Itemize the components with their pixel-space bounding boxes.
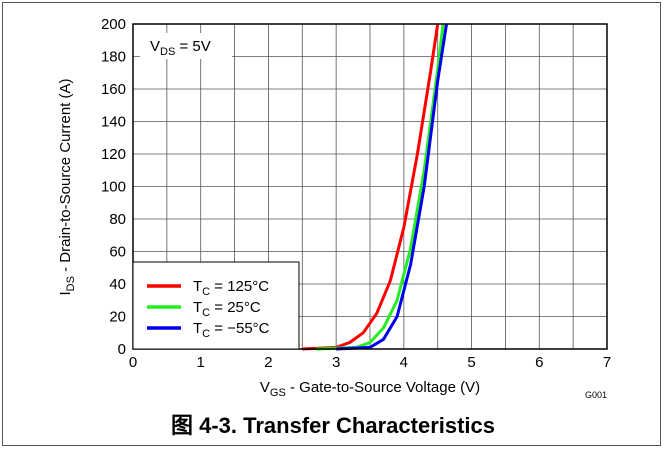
y-tick-label: 60 — [109, 244, 126, 261]
x-tick-label: 0 — [129, 354, 137, 371]
annotation-background — [140, 33, 232, 59]
y-axis-title: IDS - Drain-to-Source Current (A) — [57, 78, 77, 295]
y-tick-label: 120 — [101, 146, 126, 163]
x-tick-label: 3 — [332, 354, 340, 371]
series-line-0 — [302, 23, 440, 351]
x-tick-label: 7 — [603, 354, 611, 371]
x-axis-title: VGS - Gate-to-Source Voltage (V) — [260, 379, 480, 399]
y-tick-label: 200 — [101, 16, 126, 33]
figure-id-label: G001 — [585, 390, 607, 400]
x-tick-label: 6 — [535, 354, 543, 371]
x-tick-label: 2 — [264, 354, 272, 371]
series-line-2 — [336, 23, 448, 351]
legend-label-1: TC = 25°C — [193, 299, 261, 319]
plot-area-border — [132, 23, 608, 350]
figure-frame — [2, 2, 661, 446]
series-line-1 — [315, 23, 445, 351]
x-tick-label: 5 — [467, 354, 475, 371]
y-tick-label: 140 — [101, 114, 126, 131]
y-tick-label: 160 — [101, 81, 126, 98]
legend-label-2: TC = −55°C — [193, 320, 270, 340]
x-tick-labels: 0 1 2 3 4 5 6 7 — [129, 354, 611, 371]
y-tick-label: 100 — [101, 179, 126, 196]
series-lines — [302, 23, 448, 351]
figure-caption: 图 4-3. Transfer Characteristics — [170, 413, 496, 438]
legend: TC = 125°CTC = 25°CTC = −55°C — [132, 261, 300, 350]
y-tick-labels: 0 20 40 60 80 100 120 140 160 180 200 — [101, 16, 126, 358]
x-tick-label: 4 — [400, 354, 408, 371]
y-tick-label: 80 — [109, 211, 126, 228]
y-tick-label: 180 — [101, 49, 126, 66]
y-tick-label: 0 — [118, 341, 126, 358]
legend-label-0: TC = 125°C — [193, 278, 269, 298]
y-tick-label: 40 — [109, 276, 126, 293]
y-tick-label: 20 — [109, 309, 126, 326]
x-tick-label: 1 — [197, 354, 205, 371]
annotation-text: VDS = 5V — [150, 38, 211, 58]
